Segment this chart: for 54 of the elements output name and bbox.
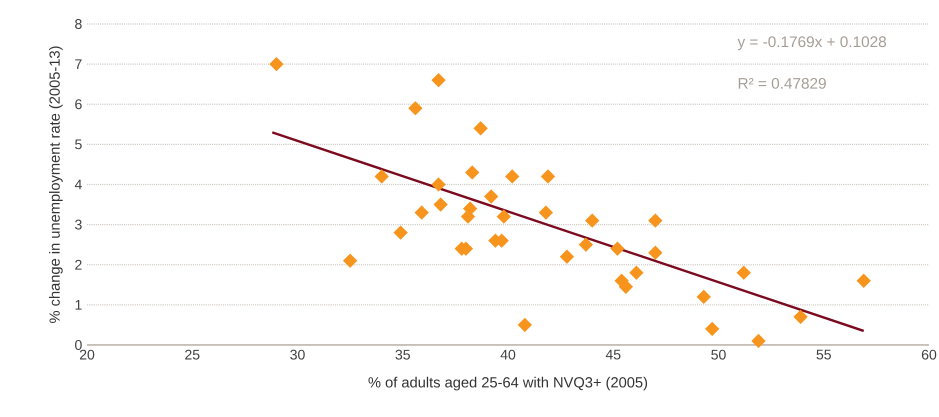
annotation: R² = 0.47829 <box>738 78 826 89</box>
y-tick-label: 3 <box>75 220 82 230</box>
point <box>431 73 446 88</box>
point <box>505 169 520 184</box>
point <box>431 177 446 192</box>
point <box>463 202 478 216</box>
y-tick-label: 7 <box>75 59 82 69</box>
x-tick-label: 30 <box>290 350 305 360</box>
point <box>648 214 662 228</box>
point <box>856 274 871 288</box>
point <box>343 254 358 268</box>
point <box>518 318 532 332</box>
point <box>578 238 593 252</box>
point <box>434 197 448 212</box>
point <box>465 165 480 180</box>
y-tick-label: 5 <box>75 139 82 150</box>
x-tick-label: 60 <box>922 350 936 360</box>
point <box>540 169 556 184</box>
point <box>269 57 284 72</box>
point <box>484 189 498 204</box>
point <box>629 266 644 280</box>
point <box>374 169 389 184</box>
point <box>474 121 488 136</box>
point <box>794 310 808 324</box>
point <box>696 290 711 304</box>
y-tick-label: 1 <box>76 300 82 310</box>
x-tick-label: 55 <box>816 350 831 360</box>
point <box>618 280 633 294</box>
y-tick-label: 8 <box>75 19 82 29</box>
point <box>496 210 511 224</box>
point <box>610 242 625 256</box>
point <box>751 334 766 348</box>
x-tick-label: 45 <box>606 350 620 360</box>
y-axis-title: % change in unemployment rate (2005-13) <box>49 46 63 323</box>
annotation: y = -0.1769x + 0.1028 <box>738 36 886 50</box>
point <box>538 206 553 220</box>
point <box>705 322 720 336</box>
point <box>736 266 751 280</box>
point <box>414 206 429 220</box>
y-tick-label: 6 <box>75 99 82 110</box>
x-tick-label: 20 <box>80 350 94 360</box>
point <box>394 226 408 240</box>
x-tick-label: 25 <box>185 350 200 360</box>
x-tick-label: 50 <box>711 350 726 360</box>
x-tick-label: 40 <box>500 350 516 360</box>
point <box>585 214 600 228</box>
y-tick-label: 0 <box>75 340 82 350</box>
y-tick-label: 4 <box>74 180 82 190</box>
x-tick-label: 35 <box>395 350 410 360</box>
point <box>648 246 662 260</box>
x-axis-title: % of adults aged 25-64 with NVQ3+ (2005) <box>368 376 648 390</box>
point <box>408 101 422 116</box>
point <box>560 250 574 264</box>
y-tick-label: 2 <box>75 260 82 270</box>
